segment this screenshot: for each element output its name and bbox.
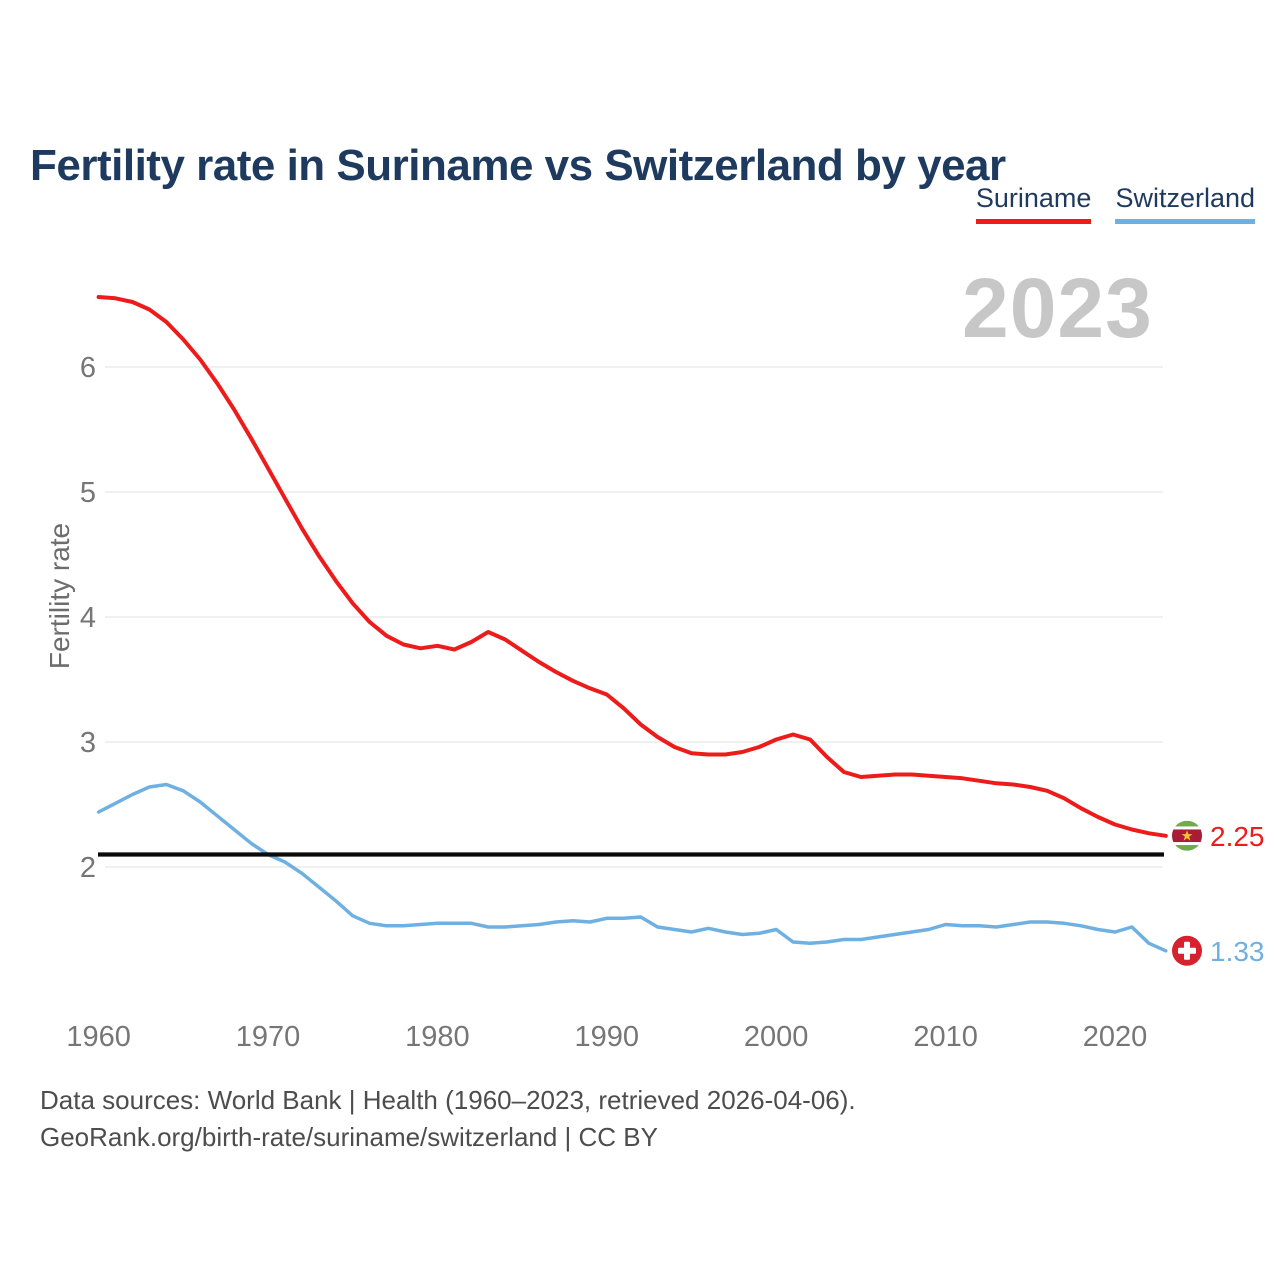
watermark-year: 2023: [962, 261, 1153, 355]
y-tick-label-4: 4: [80, 602, 96, 634]
fertility-line-chart: 2 3 4 5 6 1960 1970 1980 1990 2000 2010 2020 ★ 2.25 1.…: [66, 295, 1265, 1053]
legend-item-switzerland[interactable]: Switzerland: [1115, 183, 1255, 224]
end-value-label-suriname: 2.25: [1210, 821, 1265, 852]
x-tick-label-2010: 2010: [913, 1021, 978, 1053]
page-title: Fertility rate in Suriname vs Switzerlan…: [30, 141, 1006, 191]
x-tick-label-1980: 1980: [405, 1021, 470, 1053]
footer-sources: Data sources: World Bank | Health (1960–…: [40, 1085, 856, 1115]
series-line-switzerland: [96, 782, 1168, 953]
x-tick-label-2020: 2020: [1083, 1021, 1148, 1053]
legend-item-suriname[interactable]: Suriname: [975, 183, 1092, 224]
y-tick-label-5: 5: [80, 477, 96, 509]
x-tick-label-1970: 1970: [236, 1021, 301, 1053]
switzerland-flag-icon: [1172, 935, 1202, 966]
suriname-flag-icon: ★: [1172, 820, 1202, 851]
y-tick-label-2: 2: [80, 852, 96, 884]
legend-label-switzerland: Switzerland: [1115, 183, 1255, 213]
x-tick-label-1990: 1990: [575, 1021, 640, 1053]
end-value-label-switzerland: 1.33: [1210, 936, 1265, 967]
x-tick-label-1960: 1960: [66, 1021, 131, 1053]
y-tick-label-3: 3: [80, 727, 96, 759]
footer: Data sources: World Bank | Health (1960–…: [40, 1082, 856, 1156]
suriname-star-icon: ★: [1181, 829, 1194, 845]
footer-attribution: GeoRank.org/birth-rate/suriname/switzerl…: [40, 1122, 658, 1152]
legend: Suriname Switzerland: [975, 183, 1255, 224]
x-tick-label-2000: 2000: [744, 1021, 809, 1053]
series-line-suriname: [96, 295, 1168, 838]
y-tick-label-6: 6: [80, 352, 96, 384]
legend-label-suriname: Suriname: [975, 183, 1092, 213]
